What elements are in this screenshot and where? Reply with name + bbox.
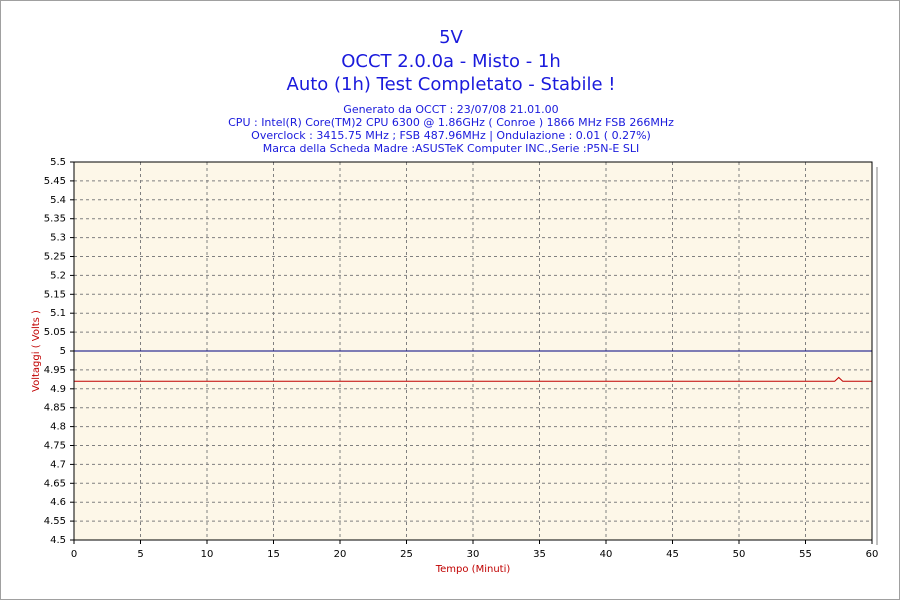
info-line: CPU : Intel(R) Core(TM)2 CPU 6300 @ 1.86… — [228, 116, 674, 129]
chart-title: 5V — [439, 27, 463, 48]
y-tick-label: 5.05 — [44, 327, 66, 338]
y-tick-label: 5.3 — [50, 233, 66, 244]
x-tick-label: 15 — [267, 549, 280, 560]
y-tick-label: 5.1 — [50, 308, 66, 319]
y-tick-label: 4.85 — [44, 403, 66, 414]
x-tick-label: 35 — [533, 549, 546, 560]
y-tick-label: 5.2 — [50, 270, 66, 281]
x-tick-label: 25 — [400, 549, 413, 560]
info-line: Marca della Scheda Madre :ASUSTeK Comput… — [263, 142, 639, 155]
x-tick-label: 50 — [733, 549, 746, 560]
y-tick-label: 5.35 — [44, 214, 66, 225]
y-tick-label: 4.55 — [44, 516, 66, 527]
info-line: Generato da OCCT : 23/07/08 21.01.00 — [343, 103, 558, 116]
y-tick-label: 4.75 — [44, 441, 66, 452]
y-tick-label: 4.9 — [50, 384, 66, 395]
x-axis-title: Tempo (Minuti) — [435, 564, 511, 575]
y-tick-label: 4.5 — [50, 535, 66, 546]
series-line — [74, 376, 872, 382]
chart-subtitle: Auto (1h) Test Completato - Stabile ! — [287, 74, 616, 95]
info-line: Overclock : 3415.75 MHz ; FSB 487.96MHz … — [251, 129, 651, 142]
y-tick-label: 4.8 — [50, 422, 66, 433]
x-tick-label: 10 — [201, 549, 214, 560]
chart-subtitle: OCCT 2.0.0a - Misto - 1h — [341, 51, 561, 72]
y-tick-label: 5.15 — [44, 289, 66, 300]
x-tick-label: 5 — [137, 549, 143, 560]
x-tick-label: 60 — [866, 549, 879, 560]
x-tick-label: 55 — [799, 549, 812, 560]
x-tick-label: 20 — [334, 549, 347, 560]
plot-border — [73, 161, 873, 541]
y-tick-label: 5.5 — [50, 157, 66, 168]
x-tick-label: 45 — [666, 549, 679, 560]
x-tick-label: 30 — [467, 549, 480, 560]
y-tick-label: 4.65 — [44, 478, 66, 489]
y-tick-label: 5.45 — [44, 176, 66, 187]
x-tick-label: 40 — [600, 549, 613, 560]
y-tick-label: 5.4 — [50, 195, 66, 206]
x-tick-label: 0 — [71, 549, 77, 560]
y-tick-label: 5.25 — [44, 252, 66, 263]
y-tick-label: 4.95 — [44, 365, 66, 376]
y-axis-title: Voltaggi ( Volts ) — [31, 310, 42, 392]
y-tick-label: 4.6 — [50, 497, 66, 508]
y-tick-label: 5 — [60, 346, 66, 357]
y-tick-label: 4.7 — [50, 459, 66, 470]
